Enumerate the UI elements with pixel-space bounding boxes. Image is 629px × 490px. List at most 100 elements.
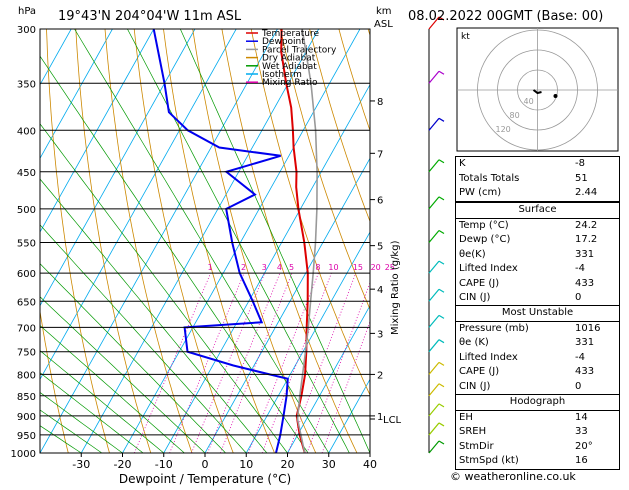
wind-barb-feather (439, 197, 444, 200)
mu-row: CAPE (J) 433 (456, 365, 619, 380)
wind-barb-feather (439, 404, 444, 407)
hodo-value: 16 (575, 454, 615, 469)
idx-value: 51 (575, 172, 615, 187)
dry-adiabat (134, 29, 233, 453)
hodo-label: SREH (459, 425, 486, 440)
isotherm-line (123, 29, 360, 453)
surface-row: Temp (°C)24.2 (456, 218, 619, 234)
idx-label: Totals Totals (459, 172, 519, 187)
wind-barb-feather (439, 261, 444, 264)
isotherm-line (205, 29, 442, 453)
mu-label: CAPE (J) (459, 365, 499, 380)
wind-barb (429, 71, 439, 83)
wind-barb (429, 441, 439, 453)
mixing-ratio-label: 4 (277, 263, 282, 272)
hodograph-ring-label: 120 (496, 125, 511, 134)
surface-title: Surface (456, 203, 619, 218)
wind-barb-feather (439, 315, 444, 318)
series-parcel-trajectory (298, 29, 318, 453)
wind-barb-feather (439, 118, 444, 121)
mu-value: 0 (575, 380, 615, 395)
mu-row: CIN (J) 0 (456, 380, 619, 395)
most-unstable-title: Most Unstable (456, 306, 619, 321)
surface-row: Dewp (°C)17.2 (456, 233, 619, 248)
surface-value: -4 (575, 262, 615, 277)
idx-label: PW (cm) (459, 186, 501, 201)
surface-label: Lifted Index (459, 262, 518, 277)
wind-barb (429, 384, 439, 396)
mixing-ratio-label: 3 (262, 263, 267, 272)
mixing-ratio-label: 8 (315, 263, 320, 272)
wet-adiabat (0, 29, 81, 453)
wind-barb-feather (439, 289, 444, 292)
pressure-tick-label: 300 (17, 25, 36, 36)
x-tick-label: 10 (239, 458, 253, 471)
mixing-ratio-label: 10 (328, 263, 338, 272)
pressure-tick-label: 850 (17, 392, 36, 403)
idx-row: K-8 (456, 157, 619, 172)
wet-adiabat (0, 29, 287, 453)
mu-row: θe (K) 331 (456, 336, 619, 351)
wind-barb-feather (439, 71, 444, 74)
hodo-value: 14 (575, 411, 615, 426)
mu-value: 331 (575, 336, 615, 351)
hodo-label: StmSpd (kt) (459, 454, 519, 469)
mixing-ratio-label: 15 (353, 263, 363, 272)
x-tick-label: 40 (363, 458, 377, 471)
wind-barb-feather (439, 384, 444, 387)
surface-row: Lifted Index -4 (456, 262, 619, 277)
km-tick-label: 7 (377, 149, 383, 160)
x-tick-label: 30 (322, 458, 336, 471)
mixing-ratio-label: 5 (289, 263, 294, 272)
pressure-tick-label: 500 (17, 205, 36, 216)
wet-adiabat (180, 29, 370, 453)
surface-label: CIN (J) (459, 291, 490, 306)
pressure-tick-label: 450 (17, 168, 36, 179)
mu-value: 433 (575, 365, 615, 380)
mixing-ratio-label: 20 (371, 263, 381, 272)
asl-unit-label: ASL (374, 19, 393, 30)
wind-barb (429, 230, 439, 242)
km-tick-label: 4 (377, 285, 383, 296)
mu-label: CIN (J) (459, 380, 490, 395)
wind-barb-feather (439, 423, 444, 426)
mixing-ratio-line (262, 273, 331, 453)
surface-value: 0 (575, 291, 615, 306)
wet-adiabat (0, 29, 246, 453)
dry-adiabat (164, 29, 275, 453)
legend-label: Mixing Ratio (262, 78, 318, 88)
pressure-tick-label: 1000 (11, 449, 36, 460)
mu-label: Lifted Index (459, 351, 518, 366)
surface-value: 433 (575, 277, 615, 292)
idx-value: -8 (575, 157, 615, 172)
wind-barb-feather (439, 362, 444, 365)
wind-barb (429, 118, 439, 130)
surface-value: 331 (575, 248, 615, 263)
pressure-tick-label: 350 (17, 79, 36, 90)
wind-barb-feather (439, 441, 444, 444)
mixing-ratio-line (170, 273, 244, 453)
hodo-row: StmSpd (kt) 16 (456, 454, 619, 469)
pressure-tick-label: 800 (17, 370, 36, 381)
hodograph-ring-label: 40 (524, 97, 534, 106)
km-tick-label: 5 (377, 242, 383, 253)
wind-barb (429, 261, 439, 273)
x-tick-label: -10 (155, 458, 173, 471)
km-unit-label: km (376, 6, 392, 17)
mu-label: θe (K) (459, 336, 489, 351)
datetime-label: 08.02.2022 00GMT (Base: 00) (408, 9, 603, 24)
idx-row: PW (cm)2.44 (456, 186, 619, 201)
mu-row: Lifted Index-4 (456, 351, 619, 366)
copyright: © weatheronline.co.uk (450, 470, 576, 483)
mixing-ratio-label: 2 (241, 263, 246, 272)
x-tick-label: 20 (281, 458, 295, 471)
mixing-ratio-axis-label: Mixing Ratio (g/kg) (390, 240, 401, 335)
pressure-tick-label: 400 (17, 126, 36, 137)
wind-barb (429, 423, 439, 435)
storm-motion-marker (554, 94, 558, 98)
wind-barb (429, 160, 439, 172)
